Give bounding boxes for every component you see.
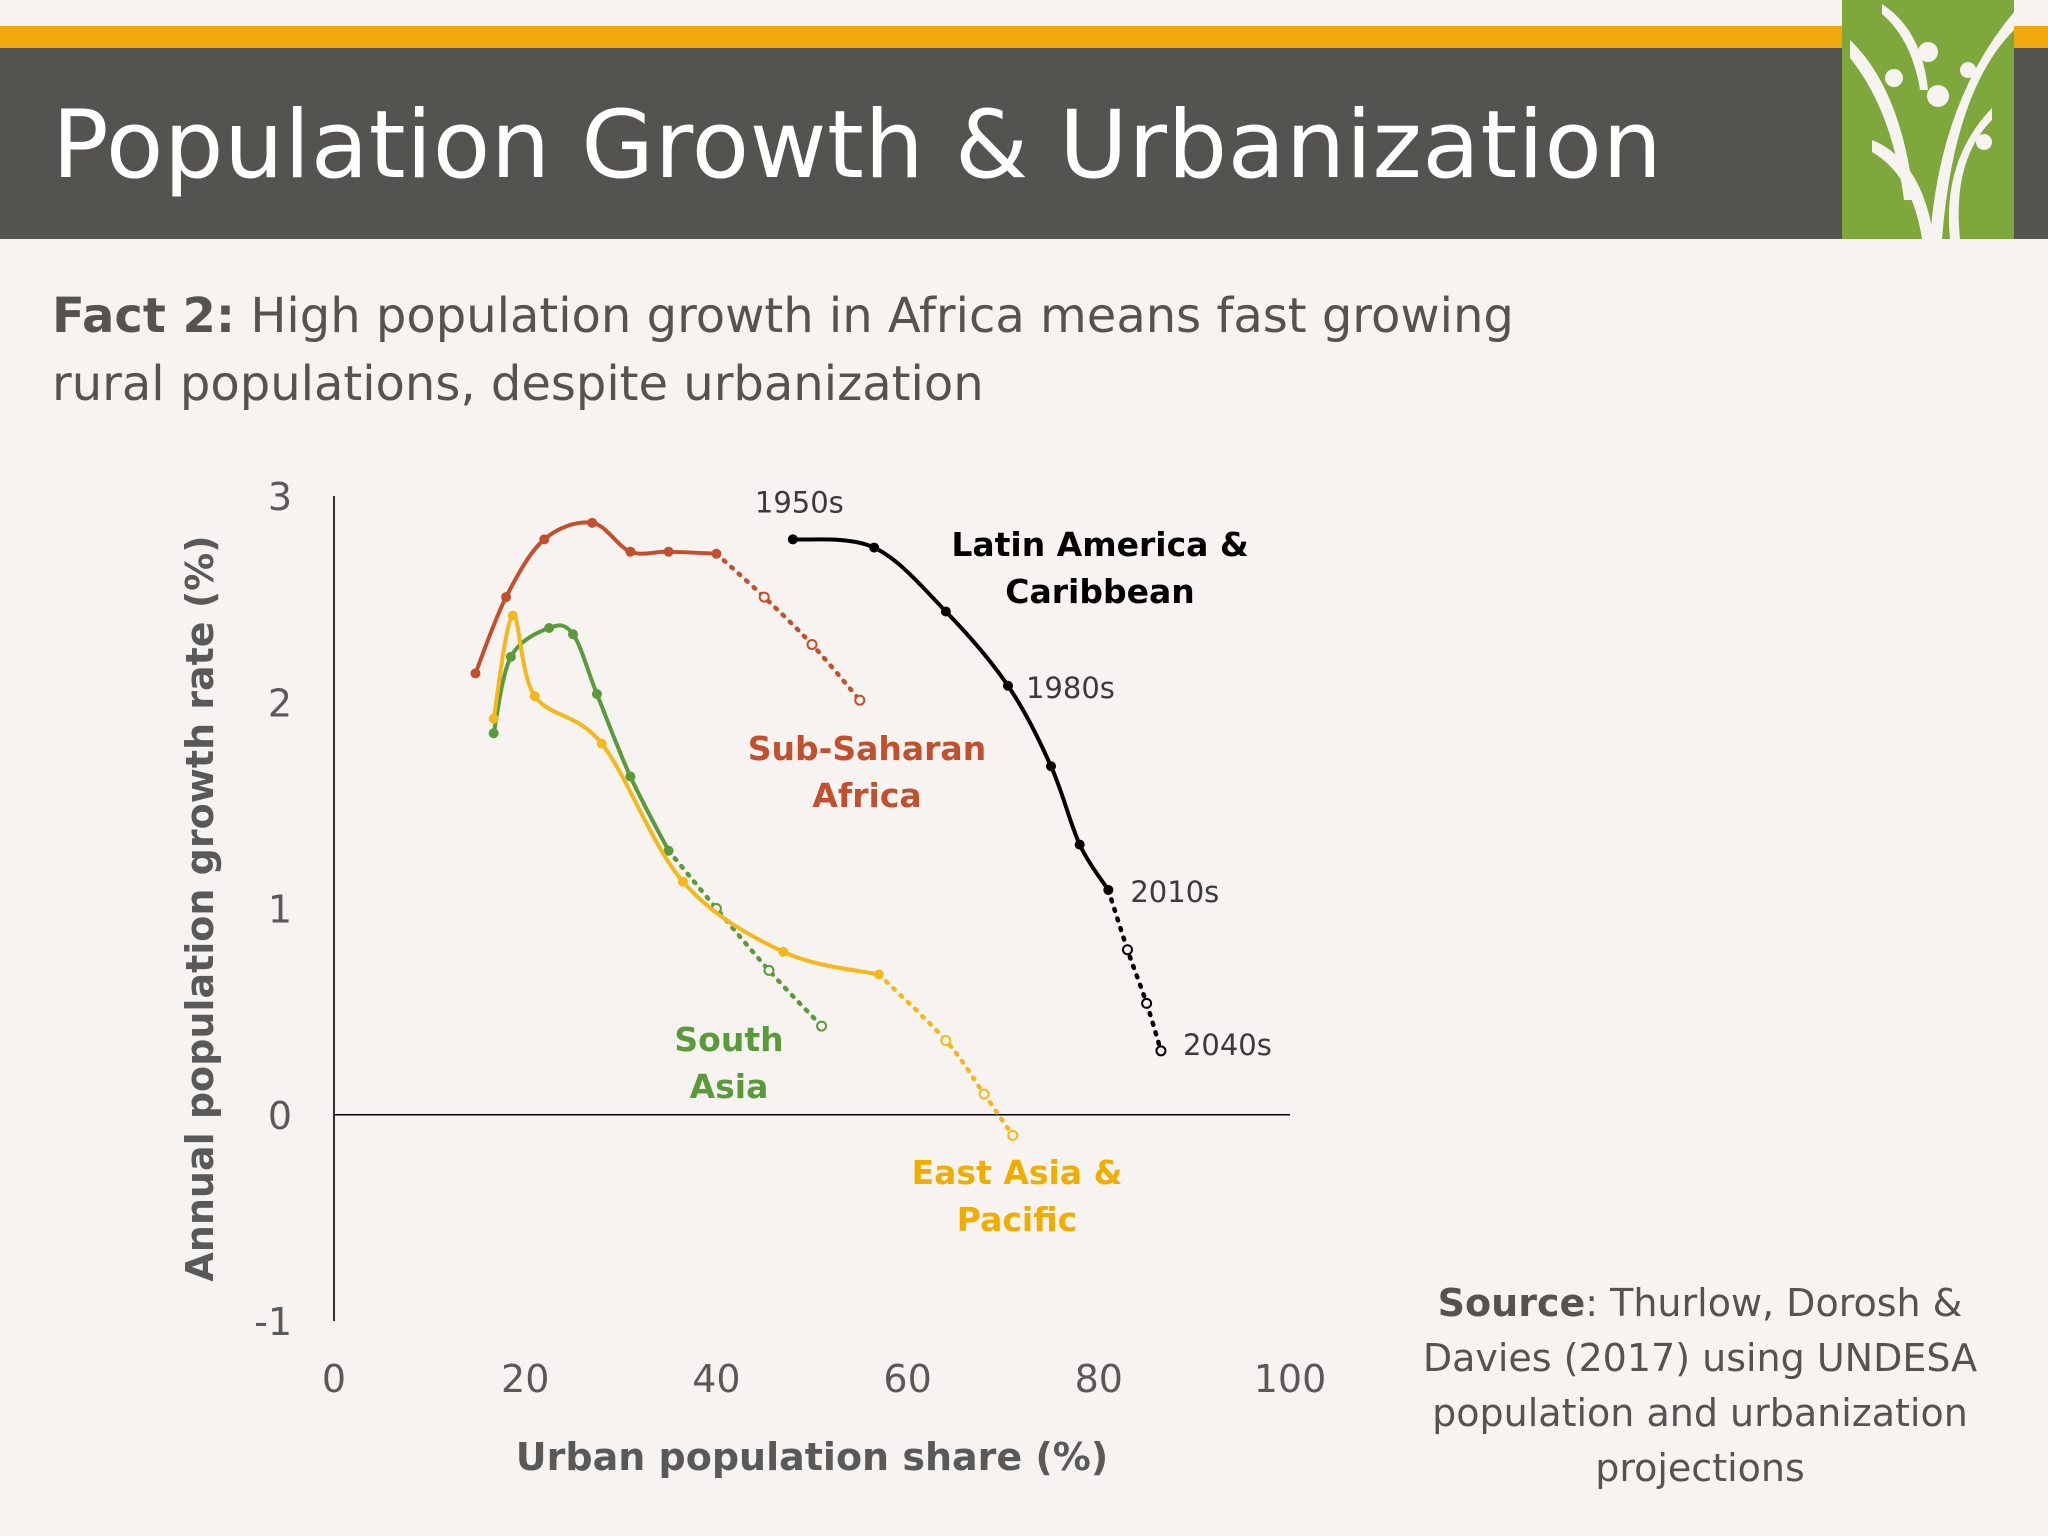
data-point-sub-saharan-africa [663, 546, 674, 557]
series-projection-latin-america-caribbean [1106, 887, 1164, 1054]
title-bar [0, 48, 2048, 239]
data-point-latin-america-caribbean [1103, 884, 1114, 895]
annotation-east-asia-pacific: Pacific [957, 1200, 1077, 1239]
fact-statement: Fact 2: High population growth in Africa… [52, 282, 1552, 418]
source-note: Source: Thurlow, Dorosh & Davies (2017) … [1380, 1276, 2020, 1496]
x-tick-label: 60 [883, 1357, 931, 1401]
decade-label: 1980s [1026, 671, 1115, 705]
data-point-sub-saharan-africa [501, 592, 512, 603]
projected-point-latin-america-caribbean [1141, 997, 1153, 1009]
decade-label: 2040s [1183, 1028, 1272, 1062]
page-title: Population Growth & Urbanization [52, 91, 1663, 200]
data-point-south-asia [591, 689, 602, 699]
annotation-latin-america-caribbean: Latin America & [951, 525, 1248, 564]
projected-point-east-asia-pacific [978, 1088, 990, 1100]
y-tick-label: -1 [254, 1300, 292, 1344]
data-point-latin-america-caribbean [1074, 839, 1085, 850]
x-axis-title: Urban population share (%) [516, 1435, 1108, 1479]
data-point-south-asia [625, 771, 636, 782]
data-point-east-asia-pacific [507, 610, 518, 621]
data-point-east-asia-pacific [529, 691, 540, 702]
x-tick-label: 0 [322, 1357, 346, 1401]
series-projection-sub-saharan-africa [714, 551, 863, 703]
x-tick-label: 80 [1075, 1357, 1123, 1401]
source-text: : Thurlow, Dorosh & Davies (2017) using … [1422, 1281, 1978, 1490]
data-point-latin-america-caribbean [1046, 761, 1056, 772]
data-point-east-asia-pacific [596, 738, 607, 749]
data-point-sub-saharan-africa [470, 668, 481, 679]
projected-point-latin-america-caribbean [1121, 944, 1133, 956]
top-strip [0, 0, 1842, 26]
y-tick-label: 0 [268, 1094, 292, 1138]
annotation-sub-saharan-africa: Sub-Saharan [748, 729, 986, 768]
series-projection-south-asia [666, 848, 824, 1029]
fact-label: Fact 2: [52, 288, 236, 344]
projected-point-sub-saharan-africa [854, 694, 866, 706]
data-point-south-asia [488, 728, 499, 739]
source-label: Source [1437, 1281, 1586, 1325]
leaf-people-logo-icon [1842, 0, 2014, 239]
projected-point-sub-saharan-africa [758, 591, 770, 603]
projected-point-east-asia-pacific [940, 1035, 952, 1046]
data-point-south-asia [544, 623, 555, 633]
projected-point-sub-saharan-africa [806, 639, 818, 650]
projected-point-south-asia [816, 1020, 828, 1032]
annotation-latin-america-caribbean: Caribbean [1005, 572, 1194, 611]
data-point-south-asia [568, 629, 578, 640]
annotation-sub-saharan-africa: Africa [812, 776, 921, 815]
x-tick-label: 40 [692, 1357, 740, 1401]
data-point-latin-america-caribbean [787, 534, 798, 545]
decade-label: 1950s [755, 485, 844, 519]
data-point-sub-saharan-africa [539, 534, 550, 545]
annotation-south-asia: Asia [690, 1067, 769, 1106]
y-tick-label: 1 [268, 888, 292, 932]
decade-label: 2010s [1130, 875, 1219, 909]
x-tick-label: 100 [1254, 1357, 1327, 1401]
fact-text: High population growth in Africa means f… [52, 288, 1514, 412]
y-tick-label: 2 [268, 681, 292, 725]
data-point-sub-saharan-africa [587, 517, 598, 528]
projected-point-east-asia-pacific [1007, 1129, 1019, 1141]
data-point-south-asia [505, 651, 516, 662]
y-axis-title: Annual population growth rate (%) [178, 535, 222, 1281]
annotation-south-asia: South [674, 1020, 783, 1059]
accent-bar [0, 26, 2048, 48]
data-point-latin-america-caribbean [1002, 680, 1013, 691]
x-tick-label: 20 [501, 1357, 549, 1401]
annotation-east-asia-pacific: East Asia & [912, 1153, 1123, 1192]
data-point-east-asia-pacific [873, 969, 884, 980]
data-point-east-asia-pacific [488, 713, 499, 724]
data-point-east-asia-pacific [677, 876, 688, 887]
data-point-latin-america-caribbean [940, 606, 951, 617]
projected-point-south-asia [763, 964, 775, 976]
series-line-sub-saharan-africa [473, 520, 719, 676]
growth-vs-urbanization-chart: 3 2 1 0 -1 0 20 40 60 80 100 Urban population share… [178, 475, 1327, 1479]
data-point-south-asia [663, 845, 674, 856]
data-point-east-asia-pacific [778, 946, 789, 957]
y-tick-label: 3 [268, 475, 292, 519]
projected-point-latin-america-caribbean [1155, 1045, 1167, 1057]
series-projection-east-asia-pacific [876, 972, 1016, 1138]
data-point-sub-saharan-africa [711, 548, 722, 559]
data-point-latin-america-caribbean [869, 542, 880, 553]
data-point-sub-saharan-africa [625, 546, 636, 557]
